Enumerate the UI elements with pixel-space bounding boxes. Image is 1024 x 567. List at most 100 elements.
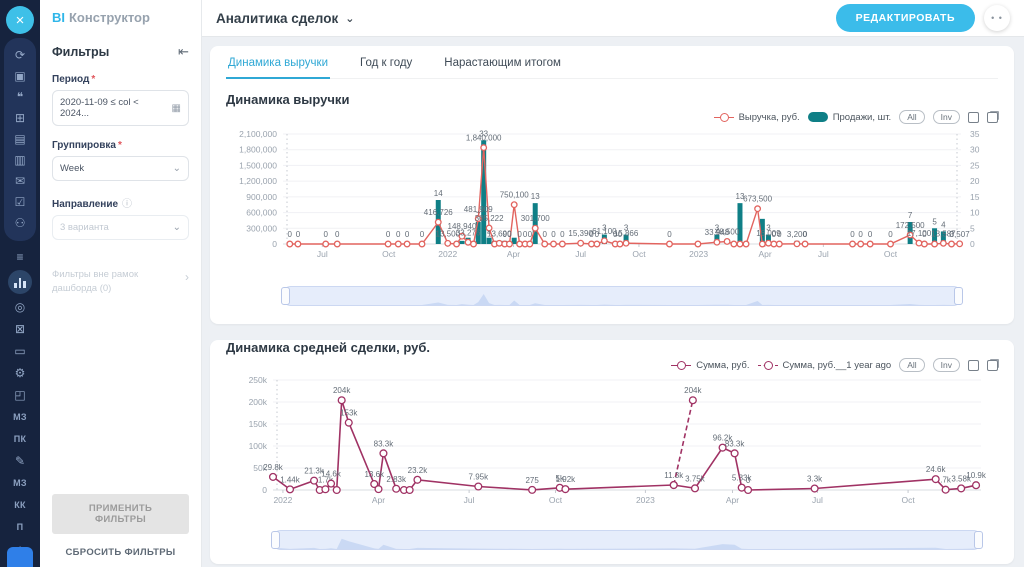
svg-text:0: 0 (618, 230, 623, 239)
svg-text:0: 0 (335, 230, 340, 239)
inv-button[interactable]: Inv (932, 358, 960, 372)
more-menu-button[interactable]: • • (984, 5, 1010, 31)
kk-label[interactable]: КК (14, 500, 26, 510)
bar-chart-icon[interactable] (8, 270, 32, 294)
svg-text:5k: 5k (556, 474, 565, 483)
svg-text:481,909: 481,909 (464, 205, 493, 214)
svg-text:Jul: Jul (317, 249, 328, 259)
legend-sum-prev-year[interactable]: Сумма, руб.__1 year ago (757, 359, 892, 371)
gear-icon[interactable]: ⚙ (14, 366, 26, 380)
avg-deal-range-brush[interactable] (272, 530, 982, 550)
id-card-icon[interactable]: ▭ (14, 344, 26, 358)
svg-text:25: 25 (970, 160, 980, 170)
svg-text:Apr: Apr (372, 495, 385, 505)
inv-button[interactable]: Inv (932, 110, 960, 124)
period-label: Период * (52, 74, 96, 85)
p-label[interactable]: П (16, 522, 24, 532)
chat-icon[interactable]: ❝ (16, 90, 24, 104)
svg-text:172,500: 172,500 (896, 221, 925, 230)
svg-text:10.9k: 10.9k (966, 471, 987, 480)
avg-deal-chart[interactable]: 250k 200k 150k 100k 50k 0 2022 Apr Jul Oct 2023 Apr… (226, 372, 998, 518)
bottom-tile-button[interactable] (7, 547, 33, 567)
svg-text:13: 13 (531, 192, 540, 201)
svg-text:50k: 50k (253, 463, 267, 473)
calendar-icon[interactable]: ⊞ (14, 111, 26, 125)
external-filters-link[interactable]: Фильтры вне рамок дашборда (0) › (52, 268, 189, 297)
filter-icon[interactable]: ≡ (16, 250, 24, 264)
brush-right-handle[interactable] (974, 531, 983, 549)
svg-text:0: 0 (589, 230, 594, 239)
legend-sum-prev-year-label: Сумма, руб.__1 year ago (782, 359, 892, 371)
brand-bi: BI (52, 9, 65, 25)
top-bar: Аналитика сделок ⌄ РЕДАКТИРОВАТЬ • • (202, 0, 1024, 37)
svg-text:0: 0 (542, 230, 547, 239)
edit-button[interactable]: РЕДАКТИРОВАТЬ (835, 4, 975, 32)
grouping-select[interactable]: Week ⌄ (52, 156, 189, 181)
legend-revenue[interactable]: Выручка, руб. (713, 111, 800, 123)
mz-2-label[interactable]: МЗ (13, 478, 27, 488)
svg-text:2023: 2023 (689, 249, 708, 259)
direction-select[interactable]: 3 варианта ⌄ (52, 215, 189, 240)
reset-filters-button[interactable]: СБРОСИТЬ ФИЛЬТРЫ (60, 546, 182, 559)
users-icon[interactable]: ⚇ (14, 216, 26, 230)
focus-mode-icon[interactable] (968, 111, 979, 123)
image-icon[interactable]: ▣ (14, 69, 26, 83)
fullscreen-icon[interactable] (987, 111, 998, 123)
brush-left-handle[interactable] (271, 531, 280, 549)
revenue-range-brush[interactable] (282, 286, 962, 306)
pencil-icon[interactable]: ✎ (14, 454, 26, 468)
mz-1-label[interactable]: МЗ (13, 412, 27, 422)
svg-text:33,276: 33,276 (456, 228, 481, 237)
svg-text:0: 0 (772, 230, 777, 239)
svg-text:1,200,000: 1,200,000 (239, 176, 277, 186)
svg-text:2.83k: 2.83k (386, 475, 407, 484)
svg-text:5: 5 (970, 223, 975, 233)
cart-icon[interactable]: ⊠ (14, 322, 26, 336)
focus-mode-icon[interactable] (968, 359, 979, 371)
all-button[interactable]: All (899, 358, 925, 372)
brush-left-handle[interactable] (281, 287, 290, 305)
svg-text:0: 0 (970, 239, 975, 249)
svg-text:13,500: 13,500 (436, 229, 461, 238)
brush-right-handle[interactable] (954, 287, 963, 305)
pk-label[interactable]: ПК (13, 434, 27, 444)
tab-revenue-dynamics[interactable]: Динамика выручки (226, 46, 331, 79)
legend-sales[interactable]: Продажи, шт. (807, 112, 891, 123)
icon-rail: ⟳ ▣ ❝ ⊞ ▤ ▥ ✉ ☑ ⚇ (4, 38, 36, 241)
svg-text:3,200: 3,200 (787, 230, 808, 239)
box-icon[interactable]: ◰ (14, 388, 26, 402)
close-button[interactable]: × (6, 6, 34, 34)
dashboard-title-dropdown[interactable]: Аналитика сделок ⌄ (216, 11, 354, 26)
svg-text:0: 0 (858, 230, 863, 239)
fullscreen-icon[interactable] (987, 359, 998, 371)
apply-filters-button[interactable]: ПРИМЕНИТЬ ФИЛЬТРЫ (52, 494, 189, 534)
filters-title: Фильтры (52, 45, 110, 59)
mail-icon[interactable]: ✉ (14, 174, 26, 188)
tab-year-over-year[interactable]: Год к году (360, 57, 413, 69)
svg-text:301,700: 301,700 (521, 214, 550, 223)
tasks-icon[interactable]: ☑ (14, 195, 26, 209)
svg-text:1.7k: 1.7k (318, 475, 334, 484)
svg-text:0: 0 (528, 230, 533, 239)
legend-revenue-label: Выручка, руб. (738, 111, 800, 123)
all-button[interactable]: All (899, 110, 925, 124)
period-input[interactable]: 2020-11-09 ≤ col < 2024... ▦ (52, 90, 189, 126)
revenue-chart[interactable]: 2,100,000 1,800,000 1,500,000 1,200,000 900,… (226, 124, 998, 274)
chevron-down-icon: ⌄ (172, 222, 181, 233)
svg-text:Oct: Oct (382, 249, 396, 259)
document-icon[interactable]: ▤ (14, 132, 26, 146)
svg-text:13: 13 (736, 192, 745, 201)
legend-sum[interactable]: Сумма, руб. (671, 360, 750, 371)
svg-text:23.2k: 23.2k (408, 466, 429, 475)
svg-text:200k: 200k (249, 397, 268, 407)
compass-icon[interactable]: ◎ (14, 300, 26, 314)
dashboard-content: Динамика выручки Год к году Нарастающим … (202, 37, 1024, 567)
app-brand: BI Конструктор (52, 0, 189, 34)
svg-text:0: 0 (507, 230, 512, 239)
tab-cumulative[interactable]: Нарастающим итогом (444, 57, 561, 69)
collapse-filters-icon[interactable]: ⇤ (178, 44, 189, 59)
svg-text:300,000: 300,000 (246, 223, 277, 233)
svg-text:3: 3 (715, 224, 720, 233)
sync-icon[interactable]: ⟳ (14, 48, 26, 62)
printer-icon[interactable]: ▥ (14, 153, 26, 167)
